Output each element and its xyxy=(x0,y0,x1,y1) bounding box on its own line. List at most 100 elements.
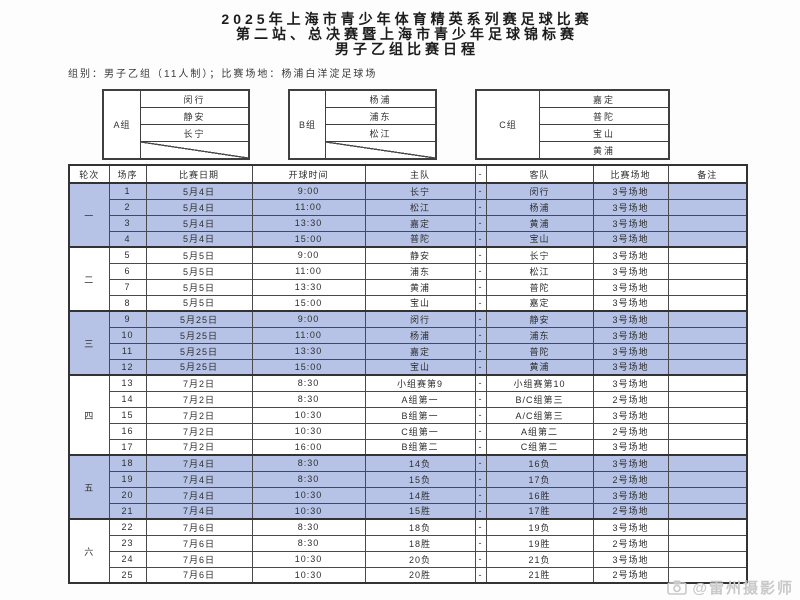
match-date: 5月25日 xyxy=(145,358,253,376)
column-header: 主队 xyxy=(364,164,476,184)
match-row: 六 22 7月6日 8:30 18负 -19负 3号场地 xyxy=(68,518,748,584)
vs-dash: - xyxy=(474,262,487,280)
note xyxy=(667,326,748,344)
group-box-b: B组 杨浦 浦东 松江 xyxy=(288,89,437,160)
groups-row: A组 闵行 静安 长宁 B组 杨浦 浦东 松江 C组 嘉定 普陀 宝山 xyxy=(102,89,746,160)
home-team: B组第一 xyxy=(364,406,476,424)
match-time: 9:00 xyxy=(251,182,366,200)
match-time: 9:00 xyxy=(251,246,366,264)
match-no: 24 xyxy=(108,550,147,568)
team-cell: 黄浦 xyxy=(592,145,615,156)
match-date: 7月2日 xyxy=(145,422,253,440)
match-no: 21 xyxy=(108,502,147,520)
venue: 3号场地 xyxy=(592,486,669,504)
away-team: 杨浦 xyxy=(485,198,594,216)
away-team: 嘉定 xyxy=(485,294,594,312)
venue: 3号场地 xyxy=(592,342,669,360)
match-no: 12 xyxy=(108,358,147,376)
home-team: 20负 xyxy=(364,550,476,568)
away-team: 静安 xyxy=(485,310,594,328)
match-row: 3 5月4日 13:30 嘉定 - 黄浦 3号场地 xyxy=(69,214,748,232)
match-row: 四 13 7月2日 8:30 小组赛第9- 小组赛第10 3号场地 xyxy=(68,374,748,456)
match-date: 7月2日 xyxy=(145,438,253,456)
away-team: 17胜 xyxy=(485,502,594,520)
venue: 3号场地 xyxy=(592,262,669,280)
note xyxy=(667,470,748,488)
home-team: 长宁 xyxy=(364,182,476,200)
match-date: 7月4日 xyxy=(145,470,253,488)
match-date: 5月4日 xyxy=(145,198,253,216)
match-no: 11 xyxy=(108,342,147,360)
home-team: A组第一 xyxy=(364,390,476,408)
title-line-1: 2025年上海市青少年体育精英系列赛足球比赛 xyxy=(221,11,593,27)
team-cell: 杨浦 xyxy=(326,91,435,108)
match-row: 19 7月4日 8:30 15负 -17负 2号场地 xyxy=(69,470,748,488)
venue: 2号场地 xyxy=(592,390,669,408)
match-time: 10:30 xyxy=(251,422,366,440)
home-team: 18负 xyxy=(364,518,476,536)
match-date: 5月5日 xyxy=(145,246,253,264)
note xyxy=(667,390,748,408)
match-no: 22 xyxy=(108,518,147,536)
round-cell: 二 xyxy=(68,246,110,312)
note xyxy=(667,294,748,312)
vs-dash: - xyxy=(474,486,487,504)
home-team: 20胜 xyxy=(364,566,476,584)
note xyxy=(667,182,748,200)
vs-dash: - xyxy=(474,278,487,296)
match-date: 7月4日 xyxy=(145,454,253,472)
away-team: B/C组第三 xyxy=(485,390,594,408)
match-row: 一 1 5月4日 9:00 长宁 - 闵行 3号场地 xyxy=(68,182,748,248)
note xyxy=(667,406,748,424)
home-team: 闵行 xyxy=(364,310,476,328)
away-team: 19胜 xyxy=(485,534,594,552)
match-time: 10:30 xyxy=(251,486,366,504)
match-row: 6 5月5日 11:00 浦东 - 松江 3号场地 xyxy=(69,262,748,280)
match-date: 7月6日 xyxy=(145,518,253,536)
round-cell: 四 xyxy=(68,374,110,456)
vs-dash: - xyxy=(474,550,487,568)
match-date: 5月5日 xyxy=(145,262,253,280)
match-no: 17 xyxy=(108,438,147,456)
home-team: 嘉定 xyxy=(364,214,476,232)
team-cell: 嘉定 xyxy=(540,91,668,108)
column-header: 开球时间 xyxy=(251,164,366,184)
away-team: 松江 xyxy=(485,262,594,280)
match-time: 8:30 xyxy=(251,534,366,552)
group-c-label: C组 xyxy=(477,91,540,158)
venue: 3号场地 xyxy=(592,294,669,312)
column-header: 客队 xyxy=(485,164,594,184)
match-time: 13:30 xyxy=(251,214,366,232)
venue: 2号场地 xyxy=(592,502,669,520)
vs-dash: - xyxy=(474,518,487,536)
note xyxy=(667,358,748,376)
empty-diagonal-cell xyxy=(141,142,248,158)
match-date: 5月25日 xyxy=(145,342,253,360)
note xyxy=(667,278,748,296)
column-header: - xyxy=(474,164,487,184)
match-row: 21 7月4日 10:30 15胜 -17胜 2号场地 xyxy=(69,502,748,520)
match-row: 16 7月2日 10:30 C组第一 - A组第二 2号场地 xyxy=(69,422,748,440)
match-time: 8:30 xyxy=(251,390,366,408)
group-a-label: A组 xyxy=(104,91,141,158)
note xyxy=(667,374,748,392)
title-line-2: 第二站、总决赛暨上海市青少年足球锦标赛 xyxy=(236,26,578,42)
match-no: 15 xyxy=(108,406,147,424)
match-time: 9:00 xyxy=(251,310,366,328)
venue: 3号场地 xyxy=(592,438,669,456)
match-no: 16 xyxy=(108,422,147,440)
note xyxy=(667,310,748,328)
vs-dash: - xyxy=(474,326,487,344)
venue: 3号场地 xyxy=(592,182,669,200)
note xyxy=(667,422,748,440)
team-cell: 长宁 xyxy=(141,125,248,142)
match-no: 7 xyxy=(108,278,147,296)
away-team: 黄浦 xyxy=(485,214,594,232)
venue: 3号场地 xyxy=(592,198,669,216)
away-team: 21负 xyxy=(485,550,594,568)
match-no: 20 xyxy=(108,486,147,504)
match-no: 25 xyxy=(108,566,147,584)
away-team: 宝山 xyxy=(485,230,594,248)
match-no: 6 xyxy=(108,262,147,280)
